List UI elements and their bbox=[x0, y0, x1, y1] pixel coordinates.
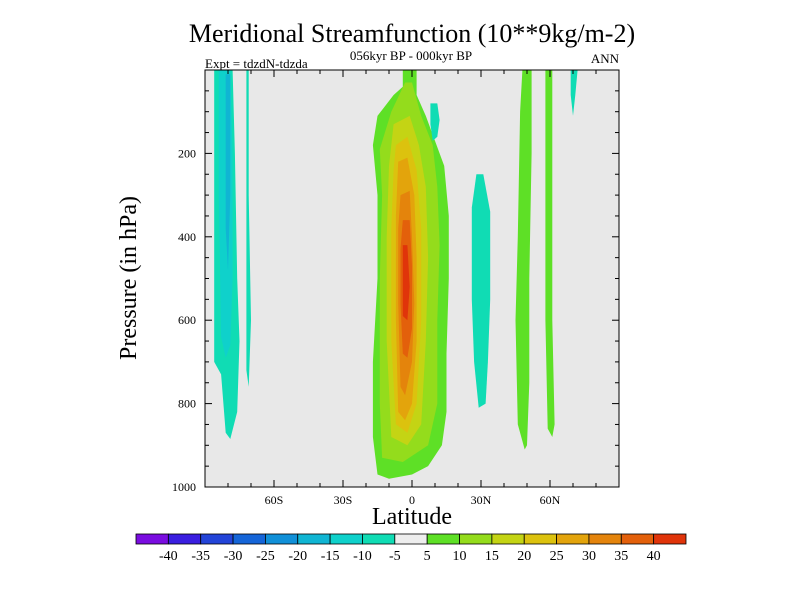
y-tick-label: 1000 bbox=[172, 480, 196, 494]
colorbar-label: 30 bbox=[582, 549, 596, 564]
colorbar-swatch bbox=[167, 533, 202, 545]
contour-region-14 bbox=[515, 70, 532, 450]
contour-region-2 bbox=[225, 74, 231, 271]
contour-region-3 bbox=[246, 70, 251, 387]
plot-frame bbox=[204, 69, 620, 488]
colorbar-swatch bbox=[653, 533, 687, 545]
chart-subtitle-center: 056kyr BP - 000kyr BP bbox=[350, 48, 472, 63]
colorbar-swatch bbox=[491, 533, 525, 545]
colorbar-label: -40 bbox=[159, 549, 178, 564]
contour-region-16 bbox=[570, 70, 578, 116]
colorbar-swatch bbox=[426, 533, 460, 545]
colorbar: -40 -35 -30 -25 -20 -15 -10 -5 5 10 15 20 25 30 35 40 bbox=[135, 533, 687, 564]
contour-region-12 bbox=[430, 103, 440, 141]
colorbar-label: 40 bbox=[647, 549, 661, 564]
chart-title: Meridional Streamfunction (10**9kg/m-2) bbox=[189, 19, 635, 48]
y-tick-label: 400 bbox=[178, 230, 196, 244]
colorbar-swatch bbox=[200, 533, 234, 545]
chart-subtitle-right: ANN bbox=[591, 51, 620, 66]
y-tick-label: 600 bbox=[178, 313, 196, 327]
colorbar-swatch bbox=[588, 533, 622, 545]
colorbar-swatch bbox=[232, 533, 266, 545]
colorbar-label: 10 bbox=[453, 549, 467, 564]
colorbar-label: -30 bbox=[224, 549, 243, 564]
colorbar-swatch bbox=[329, 533, 363, 545]
x-tick-label: 30N bbox=[471, 493, 492, 507]
y-tick-label: 200 bbox=[178, 146, 196, 160]
contour-region-13 bbox=[471, 174, 491, 408]
colorbar-label: 5 bbox=[424, 549, 431, 564]
axis-ticks: 60S 30S 0 30N 60N 200 400 600 800 1000 bbox=[172, 70, 619, 507]
colorbar-label: 35 bbox=[614, 549, 628, 564]
x-tick-label: 30S bbox=[334, 493, 353, 507]
contour-regions bbox=[214, 70, 578, 479]
colorbar-swatch bbox=[523, 533, 557, 545]
colorbar-label: -5 bbox=[389, 549, 401, 564]
y-axis-label: Pressure (in hPa) bbox=[116, 196, 142, 360]
colorbar-label: -15 bbox=[321, 549, 340, 564]
colorbar-label: 15 bbox=[485, 549, 499, 564]
colorbar-swatch bbox=[265, 533, 299, 545]
colorbar-swatch bbox=[394, 533, 428, 545]
colorbar-swatch bbox=[620, 533, 655, 545]
colorbar-label: 25 bbox=[550, 549, 564, 564]
x-tick-label: 60N bbox=[540, 493, 561, 507]
x-axis-label: Latitude bbox=[372, 504, 452, 530]
colorbar-swatch bbox=[135, 533, 169, 545]
colorbar-swatch bbox=[297, 533, 331, 545]
contour-region-15 bbox=[545, 70, 555, 437]
chart-subtitle-left: Expt = tdzdN-tdzda bbox=[205, 56, 308, 71]
colorbar-label: -25 bbox=[256, 549, 275, 564]
y-tick-label: 800 bbox=[178, 397, 196, 411]
colorbar-swatch bbox=[362, 533, 396, 545]
contour-region-11 bbox=[402, 245, 410, 321]
colorbar-label: -35 bbox=[191, 549, 210, 564]
colorbar-swatch bbox=[459, 533, 493, 545]
colorbar-swatch bbox=[556, 533, 590, 545]
colorbar-label: -20 bbox=[288, 549, 307, 564]
x-tick-label: 60S bbox=[265, 493, 284, 507]
colorbar-label: -10 bbox=[353, 549, 372, 564]
colorbar-label: 20 bbox=[517, 549, 531, 564]
x-tick-label: 0 bbox=[409, 493, 415, 507]
